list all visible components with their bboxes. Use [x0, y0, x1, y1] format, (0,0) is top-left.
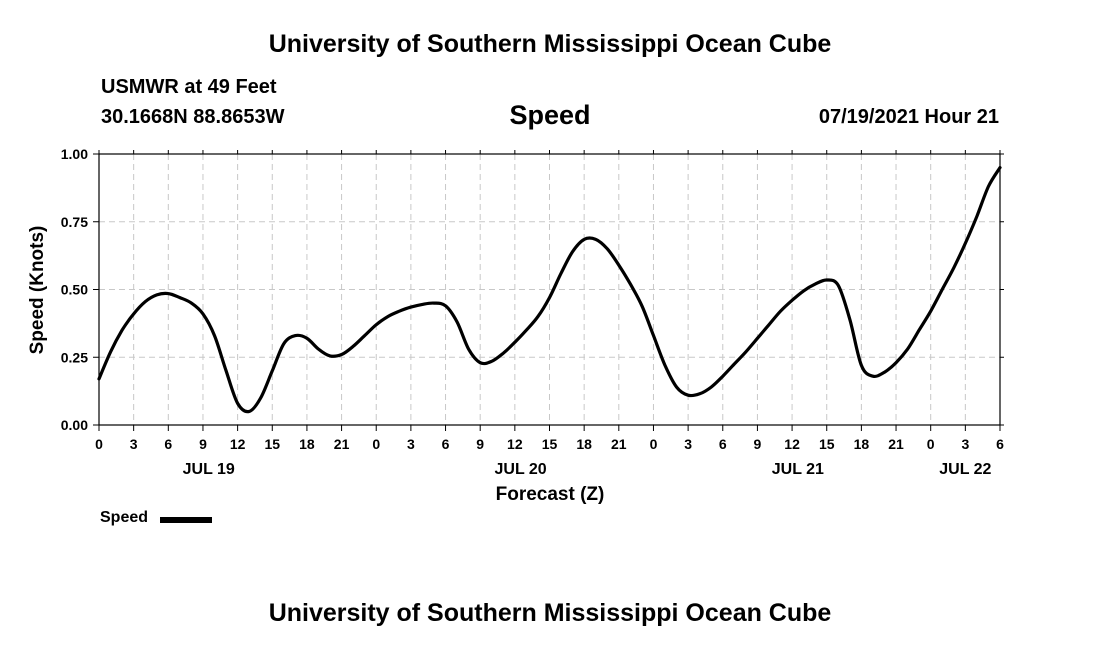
x-tick-label: 3 — [130, 436, 138, 452]
x-tick-label: 0 — [372, 436, 380, 452]
x-tick-label: 0 — [95, 436, 103, 452]
datetime-label: 07/19/2021 Hour 21 — [818, 106, 999, 128]
y-tick-label: 0.25 — [61, 349, 88, 365]
x-tick-label: 21 — [888, 436, 904, 452]
variable-title: Speed — [509, 100, 591, 130]
x-tick-label: 18 — [854, 436, 870, 452]
speed-series-line — [97, 166, 1002, 414]
x-tick-label: 15 — [819, 436, 835, 452]
y-tick-label: 0.75 — [61, 214, 88, 230]
x-tick-label: 15 — [542, 436, 558, 452]
coordinates-label: 30.1668N 88.8653W — [101, 106, 285, 128]
grid-lines — [99, 154, 1000, 425]
x-tick-label: 9 — [199, 436, 207, 452]
chart-title-bottom: University of Southern Mississippi Ocean… — [268, 599, 832, 627]
axis-ticks — [93, 150, 1004, 431]
x-tick-label: 18 — [299, 436, 315, 452]
x-tick-label: 6 — [719, 436, 727, 452]
x-tick-label: 12 — [784, 436, 800, 452]
y-tick-label: 0.50 — [61, 282, 88, 298]
x-tick-label: 3 — [407, 436, 415, 452]
tick-labels: 0 3 6 9 12 15 18 21 0 3 6 9 12 15 18 21 0 3 6 9 12 15 18 21 0 3 6 0… — [61, 146, 1004, 478]
legend-swatch — [160, 517, 212, 523]
chart-title-top: University of Southern Mississippi Ocean… — [268, 30, 832, 58]
date-label: JUL 19 — [183, 461, 235, 478]
y-tick-label: 1.00 — [61, 146, 88, 162]
x-tick-label: 6 — [996, 436, 1004, 452]
x-tick-label: 12 — [507, 436, 523, 452]
x-tick-label: 15 — [264, 436, 280, 452]
date-label: JUL 21 — [772, 461, 824, 478]
y-tick-label: 0.00 — [61, 417, 88, 433]
x-axis-label: Forecast (Z) — [496, 484, 605, 505]
date-label: JUL 20 — [495, 461, 547, 478]
x-tick-label: 3 — [961, 436, 969, 452]
x-tick-label: 3 — [684, 436, 692, 452]
x-tick-label: 0 — [650, 436, 658, 452]
x-tick-label: 6 — [164, 436, 172, 452]
x-tick-label: 9 — [476, 436, 484, 452]
y-axis-label: Speed (Knots) — [27, 226, 48, 355]
x-tick-label: 21 — [611, 436, 627, 452]
x-tick-label: 21 — [334, 436, 350, 452]
x-tick-label: 9 — [754, 436, 762, 452]
x-tick-label: 18 — [576, 436, 592, 452]
date-label: JUL 22 — [939, 461, 991, 478]
legend-label: Speed — [100, 509, 149, 526]
x-tick-label: 6 — [442, 436, 450, 452]
station-label: USMWR at 49 Feet — [101, 76, 277, 98]
x-tick-label: 12 — [230, 436, 246, 452]
x-tick-label: 0 — [927, 436, 935, 452]
